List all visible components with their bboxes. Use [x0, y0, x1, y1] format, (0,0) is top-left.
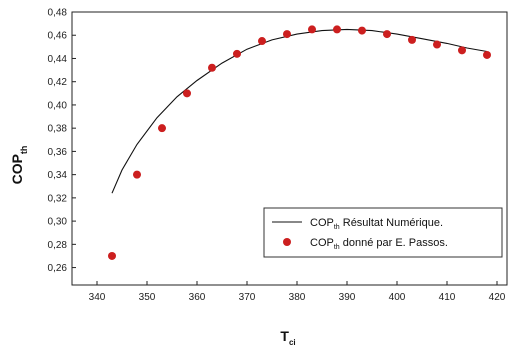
data-point-passos [233, 49, 241, 58]
legend-entry-scatter: COPth donné par E. Passos. [310, 237, 448, 251]
data-point-passos [258, 37, 266, 46]
series-line-numerique [111, 28, 488, 194]
y-tick-label: 0,40 [48, 100, 68, 111]
data-point-passos [408, 35, 416, 44]
legend-entry-scatter-sub: th [334, 244, 340, 251]
legend-entry-line: COPth Résultat Numérique. [310, 217, 443, 231]
legend-entry-scatter-rest: donné par E. Passos. [340, 237, 448, 249]
data-point-passos [308, 25, 316, 34]
data-layer [108, 25, 491, 260]
data-point-passos [433, 40, 441, 49]
x-tick-label: 410 [439, 292, 456, 303]
data-point-passos [283, 30, 291, 39]
data-point-passos [158, 124, 166, 133]
x-tick-label: 390 [339, 292, 356, 303]
x-tick-label: 420 [489, 292, 506, 303]
y-tick-label: 0,48 [48, 8, 68, 19]
x-axis-label-main: T [280, 328, 289, 344]
x-tick-label: 400 [389, 292, 406, 303]
y-tick-label: 0,28 [48, 240, 68, 251]
y-tick-label: 0,38 [48, 124, 68, 135]
y-axis-label-main: COP [9, 154, 25, 184]
y-tick-label: 0,32 [48, 193, 68, 204]
y-axis-label-sub: th [19, 146, 29, 155]
plot-frame [71, 11, 508, 286]
x-tick-label: 340 [89, 292, 106, 303]
x-tick-label: 360 [189, 292, 206, 303]
data-point-passos [183, 89, 191, 98]
y-tick-label: 0,30 [48, 217, 68, 228]
data-point-passos [133, 170, 141, 179]
legend-entry-line-sub: th [334, 224, 340, 231]
data-point-passos [208, 63, 216, 72]
y-tick-label: 0,34 [48, 170, 68, 181]
legend-box [263, 207, 503, 258]
x-axis-label-sub: ci [289, 338, 296, 347]
x-tick-label: 350 [139, 292, 156, 303]
data-point-passos [383, 30, 391, 39]
data-point-passos [483, 50, 491, 59]
legend-entry-line-name: COP [310, 217, 334, 229]
legend-entry-line-rest: Résultat Numérique. [340, 217, 443, 229]
data-point-passos [333, 25, 341, 34]
y-tick-label: 0,42 [48, 77, 68, 88]
y-tick-label: 0,46 [48, 31, 68, 42]
x-tick-label: 370 [239, 292, 256, 303]
data-point-passos [108, 251, 116, 260]
y-tick-label: 0,44 [48, 54, 68, 65]
legend: COPth Résultat Numérique. COPth donné pa… [263, 207, 503, 258]
x-axis-label: Tci [280, 328, 295, 347]
y-axis-label: COPth [9, 146, 29, 185]
legend-entry-scatter-name: COP [310, 237, 334, 249]
x-tick-label: 380 [289, 292, 306, 303]
y-tick-label: 0,26 [48, 263, 68, 274]
y-tick-label: 0,36 [48, 147, 68, 158]
data-point-passos [458, 46, 466, 55]
ticks-layer: 340 350 360 370 380 390 400 410 420 0,26 0,28 0,30 0… [48, 8, 506, 304]
legend-marker-swatch [283, 238, 291, 246]
data-point-passos [358, 26, 366, 35]
